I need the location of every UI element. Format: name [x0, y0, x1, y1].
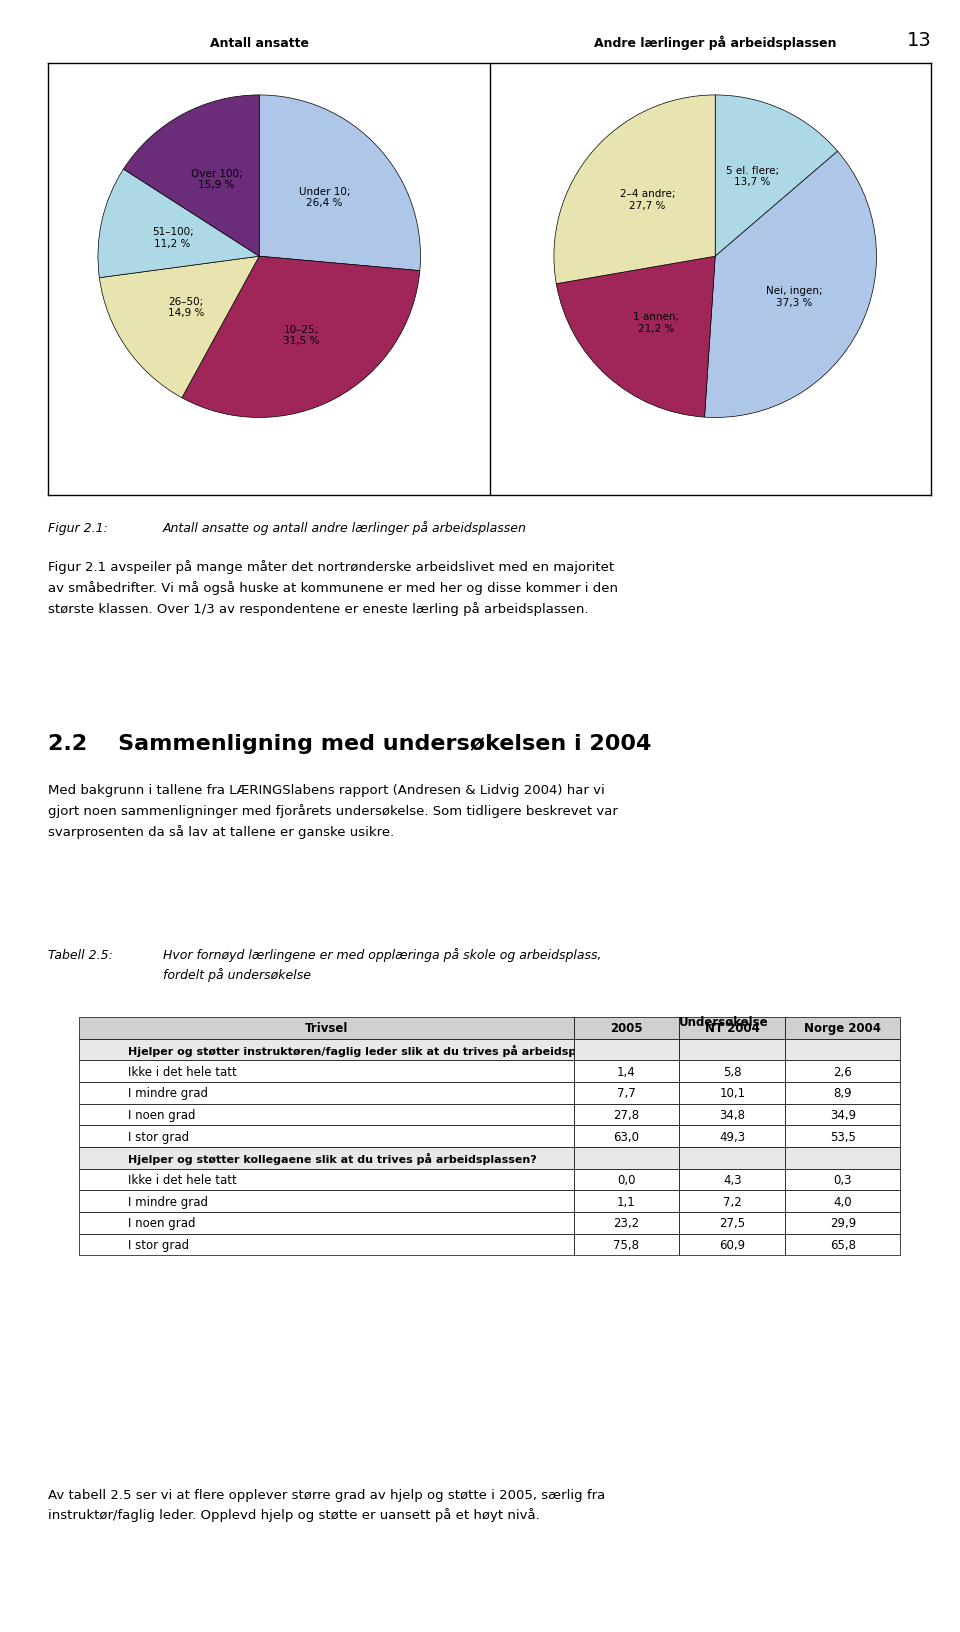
- Wedge shape: [181, 256, 420, 418]
- Text: 2–4 andre;
27,7 %: 2–4 andre; 27,7 %: [619, 189, 675, 211]
- Text: Nei, ingen;
37,3 %: Nei, ingen; 37,3 %: [766, 286, 823, 307]
- Wedge shape: [124, 96, 259, 256]
- Text: Tabell 2.5:: Tabell 2.5:: [48, 948, 113, 961]
- Text: Undersøkelse: Undersøkelse: [679, 1015, 768, 1028]
- Text: 51–100;
11,2 %: 51–100; 11,2 %: [152, 227, 194, 248]
- Text: Hvor fornøyd lærlingene er med opplæringa på skole og arbeidsplass,
fordelt på u: Hvor fornøyd lærlingene er med opplæring…: [163, 948, 601, 981]
- Wedge shape: [556, 256, 715, 418]
- Text: 10–25;
31,5 %: 10–25; 31,5 %: [283, 325, 319, 346]
- Text: Av tabell 2.5 ser vi at flere opplever større grad av hjelp og støtte i 2005, sæ: Av tabell 2.5 ser vi at flere opplever s…: [48, 1488, 605, 1521]
- Wedge shape: [715, 96, 837, 256]
- Text: Under 10;
26,4 %: Under 10; 26,4 %: [299, 186, 350, 207]
- Text: Med bakgrunn i tallene fra LÆRINGSlabens rapport (Andresen & Lidvig 2004) har vi: Med bakgrunn i tallene fra LÆRINGSlabens…: [48, 783, 618, 839]
- Text: 2.2    Sammenligning med undersøkelsen i 2004: 2.2 Sammenligning med undersøkelsen i 20…: [48, 734, 652, 754]
- Text: Antall ansatte og antall andre lærlinger på arbeidsplassen: Antall ansatte og antall andre lærlinger…: [163, 521, 527, 535]
- Text: 1 annen;
21,2 %: 1 annen; 21,2 %: [633, 312, 679, 333]
- Text: Over 100;
15,9 %: Over 100; 15,9 %: [191, 168, 243, 189]
- Text: Figur 2.1:: Figur 2.1:: [48, 522, 108, 535]
- Wedge shape: [98, 170, 259, 279]
- Text: 13: 13: [906, 31, 931, 51]
- Wedge shape: [554, 96, 715, 284]
- Text: 26–50;
14,9 %: 26–50; 14,9 %: [168, 297, 204, 318]
- Wedge shape: [259, 96, 420, 271]
- Wedge shape: [99, 256, 259, 398]
- Text: Figur 2.1 avspeiler på mange måter det nortrønderske arbeidslivet med en majorit: Figur 2.1 avspeiler på mange måter det n…: [48, 560, 618, 615]
- Title: Antall ansatte: Antall ansatte: [209, 38, 309, 51]
- Text: 5 el. flere;
13,7 %: 5 el. flere; 13,7 %: [726, 166, 779, 188]
- Title: Andre lærlinger på arbeidsplassen: Andre lærlinger på arbeidsplassen: [594, 36, 836, 51]
- Wedge shape: [705, 152, 876, 418]
